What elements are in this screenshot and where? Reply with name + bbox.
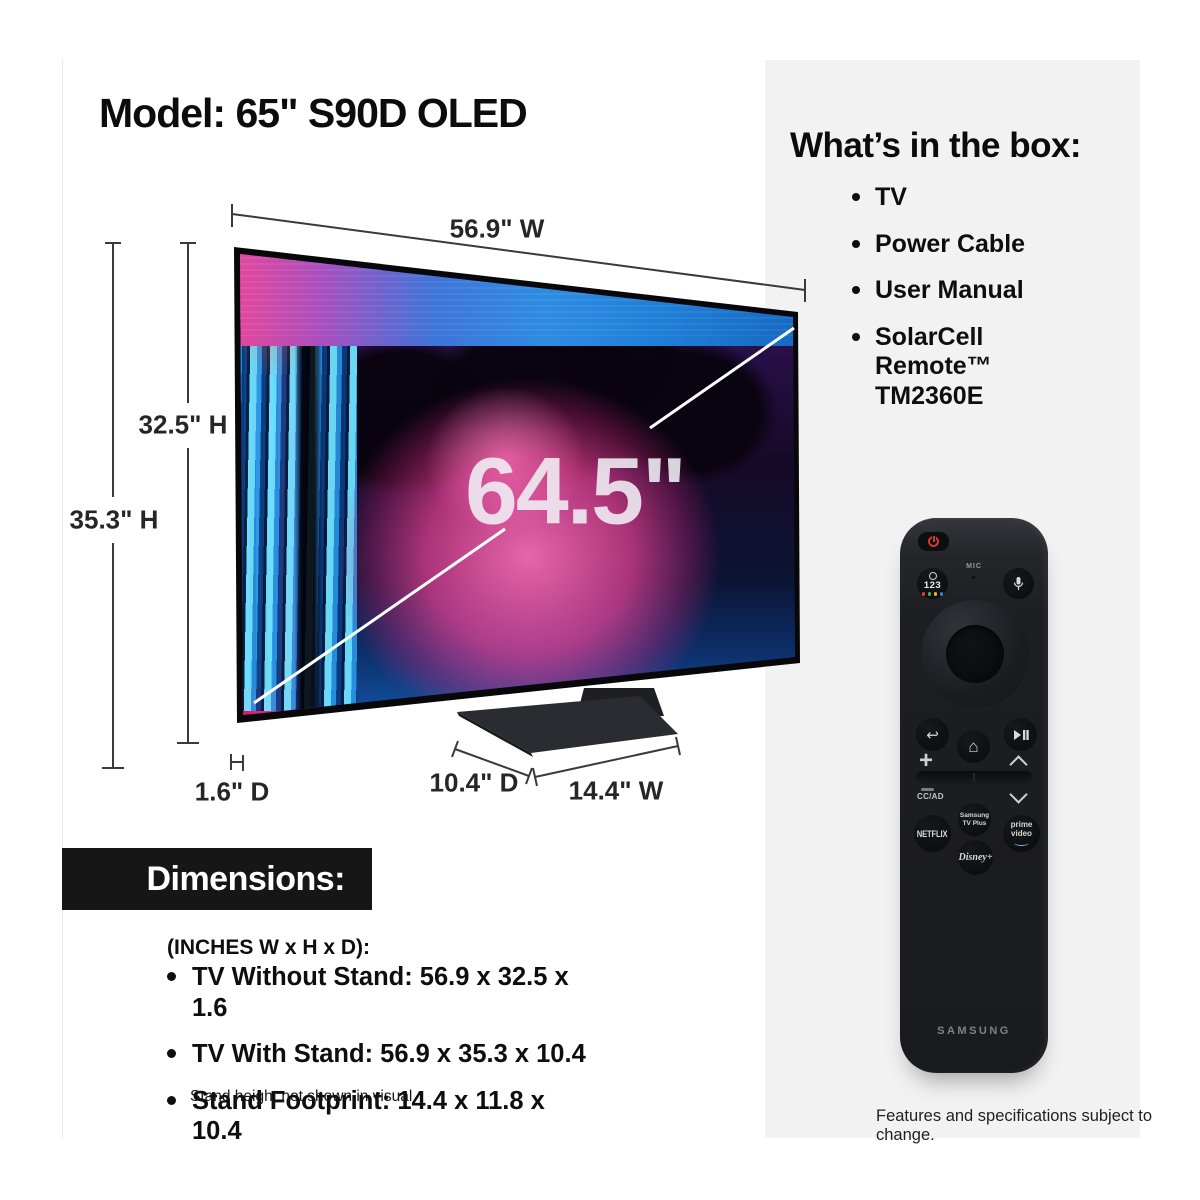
play-pause-icon bbox=[1013, 729, 1029, 740]
dimensions-list-item: TV Without Stand: 56.9 x 32.5 x 1.6 bbox=[167, 962, 597, 1023]
dimensions-list-item: TV With Stand: 56.9 x 35.3 x 10.4 bbox=[167, 1039, 597, 1070]
back-button: ↩ bbox=[916, 718, 949, 751]
dimensions-list: TV Without Stand: 56.9 x 32.5 x 1.6 TV Wi… bbox=[167, 962, 597, 1163]
box-list-item: Power Cable bbox=[852, 230, 1097, 260]
dpad-select-button bbox=[946, 625, 1004, 683]
box-list-item: TV bbox=[852, 183, 1097, 213]
dimensions-heading-box: Dimensions: bbox=[62, 848, 372, 910]
numpad-button: 123 bbox=[917, 568, 948, 599]
samsung-tvplus-button: Samsung TV Plus bbox=[958, 803, 991, 836]
voice-button bbox=[1003, 568, 1034, 599]
play-pause-button bbox=[1004, 718, 1037, 751]
color-dot bbox=[939, 592, 944, 596]
disney-plus-button: Disney+ bbox=[958, 840, 993, 875]
mic-label: MIC bbox=[966, 563, 982, 570]
channel-down-icon bbox=[1009, 785, 1028, 804]
settings-ring-icon bbox=[928, 571, 937, 580]
page-title: Model: 65" S90D OLED bbox=[99, 90, 528, 136]
prime-video-label: prime video bbox=[1010, 820, 1033, 838]
volume-channel-rocker bbox=[916, 771, 1032, 784]
home-icon: ⌂ bbox=[968, 736, 979, 756]
netflix-label: NETFLIX bbox=[917, 828, 948, 839]
cc-ad-label: CC/AD bbox=[917, 792, 944, 801]
box-contents-list: TV Power Cable User Manual SolarCell Remote… bbox=[852, 183, 1097, 428]
home-button: ⌂ bbox=[957, 730, 990, 763]
whats-in-box-heading: What’s in the box: bbox=[790, 126, 1082, 165]
samsung-logo: SAMSUNG bbox=[937, 1025, 1011, 1037]
power-icon bbox=[928, 536, 939, 547]
back-icon: ↩ bbox=[926, 726, 939, 744]
depth-dimension-label: 1.6" D bbox=[194, 776, 270, 807]
width-dimension-label: 56.9" W bbox=[449, 213, 545, 244]
solarcell-remote: 123 MIC ↩ ⌂ + CC/AD Samsung TV bbox=[900, 518, 1048, 1073]
mic-icon bbox=[1013, 577, 1024, 590]
box-list-item: SolarCell Remote™ TM2360E bbox=[852, 323, 1097, 412]
prime-smile-icon bbox=[1014, 840, 1029, 846]
disclaimer-text: Features and specifications subject to c… bbox=[876, 1107, 1153, 1144]
color-dot bbox=[927, 592, 932, 596]
disney-plus-label: Disney+ bbox=[958, 852, 993, 863]
samsung-tvplus-label: Samsung TV Plus bbox=[959, 812, 990, 827]
dimensions-footnote: Stand height not shown in visual bbox=[190, 1088, 413, 1105]
power-button bbox=[918, 532, 949, 551]
screen-size-label: 64.5" bbox=[465, 438, 687, 545]
stand-width-label: 14.4" W bbox=[568, 775, 664, 806]
numpad-label: 123 bbox=[923, 579, 942, 591]
volume-up-label: + bbox=[919, 747, 934, 774]
left-card-edge bbox=[62, 60, 63, 1138]
stand-depth-label: 10.4" D bbox=[429, 767, 519, 798]
height-with-stand-label: 35.3" H bbox=[69, 504, 159, 535]
volume-down-dash bbox=[921, 788, 934, 791]
height-no-stand-label: 32.5" H bbox=[138, 409, 228, 440]
color-dot bbox=[921, 592, 926, 596]
netflix-button: NETFLIX bbox=[914, 815, 951, 852]
mic-hole bbox=[972, 576, 975, 579]
box-list-item: User Manual bbox=[852, 276, 1097, 306]
color-dots bbox=[921, 592, 944, 596]
prime-video-button: prime video bbox=[1003, 815, 1040, 852]
dimensions-heading: Dimensions: bbox=[146, 860, 345, 898]
dimensions-units-note: (INCHES W x H x D): bbox=[167, 936, 371, 959]
dimensions-list-item: Stand Footprint: 14.4 x 11.8 x 10.4 bbox=[167, 1086, 597, 1147]
tv-illustration: 64.5" bbox=[232, 245, 802, 725]
color-dot bbox=[933, 592, 938, 596]
